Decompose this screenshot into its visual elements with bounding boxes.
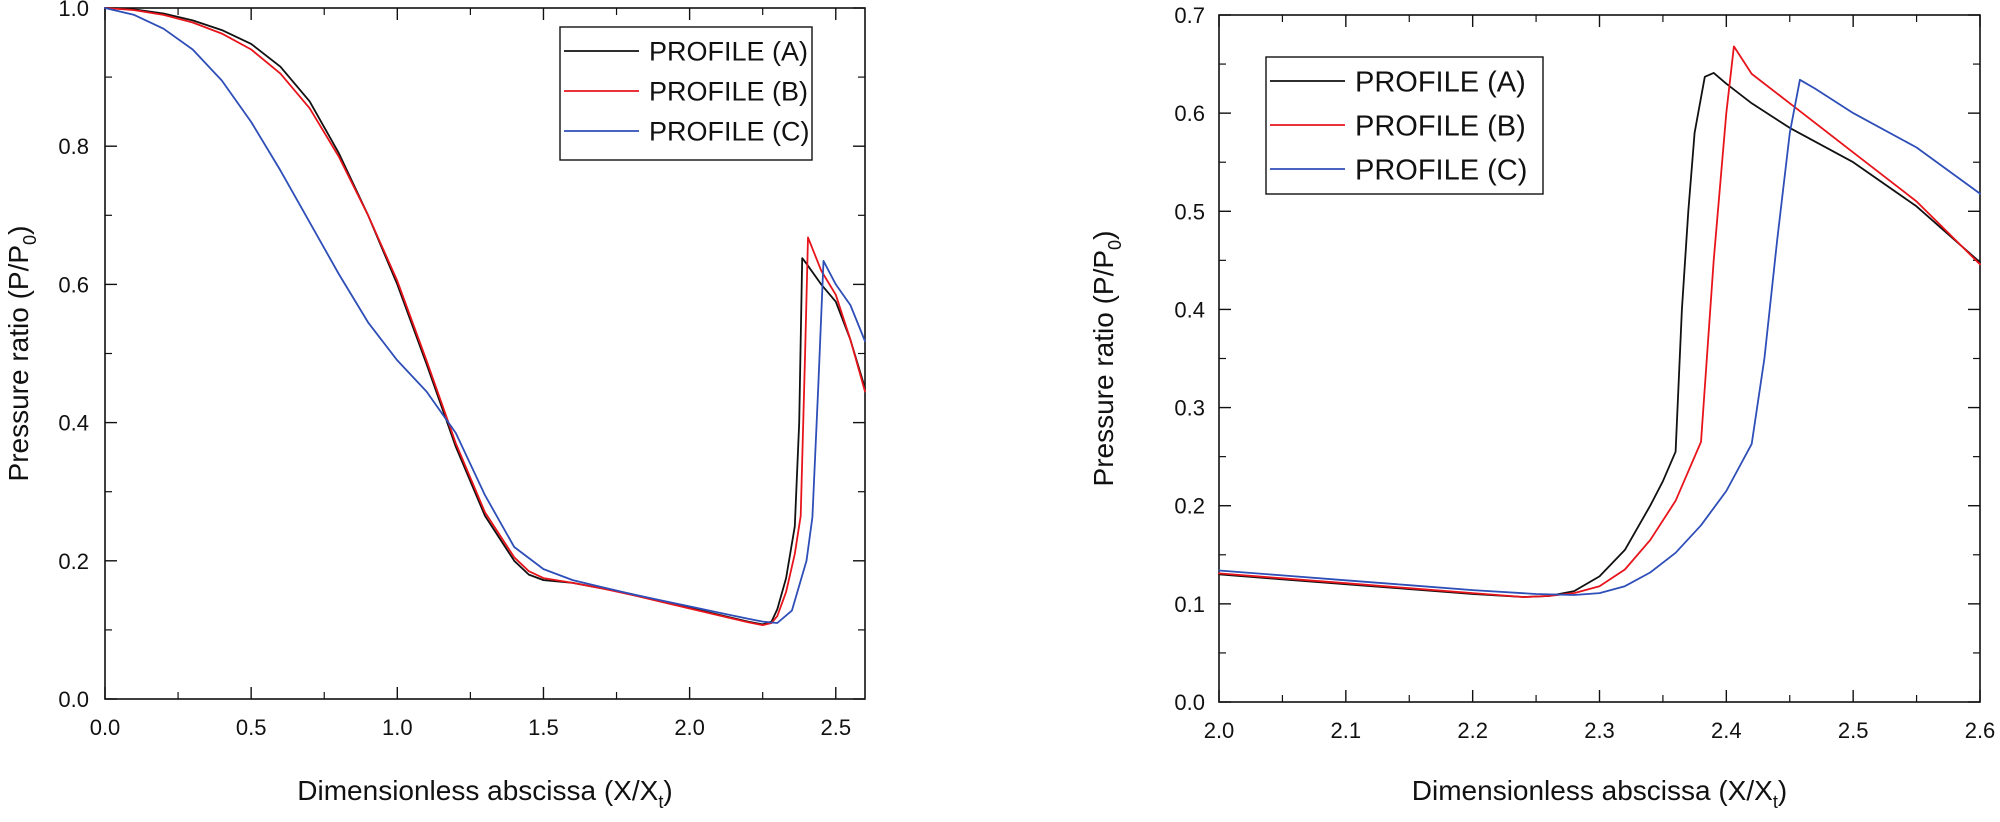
y-axis-label: Pressure ratio (P/P0) [1088,231,1125,487]
x-tick-label: 0.0 [90,715,121,740]
y-tick-label: 0.6 [58,272,89,297]
y-axis-label: Pressure ratio (P/P0) [3,226,40,482]
x-tick-label: 2.6 [1965,718,1996,743]
y-tick-label: 0.0 [1174,690,1205,715]
legend-box [1265,56,1544,195]
x-tick-label: 2.2 [1457,718,1488,743]
x-tick-label: 2.4 [1711,718,1742,743]
y-tick-label: 0.2 [58,549,89,574]
y-tick-label: 0.3 [1174,396,1205,421]
x-axis-label: Dimensionless abscissa (X/Xt) [297,775,672,812]
x-tick-label: 2.0 [674,715,705,740]
series-line-profile-b [1218,45,1981,598]
legend-label: PROFILE (A) [649,37,808,67]
x-tick-label: 2.5 [1838,718,1869,743]
chart-left: 0.0 0.5 1.0 1.5 2.0 2.5 0.0 0.2 0.4 0.6 0.8 1.0 PROF… [3,0,866,812]
y-tick-label: 0.5 [1174,199,1205,224]
series-line-profile-c [1218,78,1981,596]
y-tick-label: 0.1 [1174,592,1205,617]
series-line-profile-c [104,7,866,624]
y-tick-label: 0.0 [58,687,89,712]
series-line-profile-b [104,7,866,626]
legend-label: PROFILE (C) [649,117,810,147]
y-tick-label: 0.7 [1174,3,1205,28]
y-tick-label: 0.8 [58,134,89,159]
legend-label: PROFILE (B) [1355,110,1526,142]
y-tick-label: 0.4 [58,411,89,436]
x-tick-label: 2.3 [1584,718,1615,743]
x-tick-label: 2.0 [1204,718,1235,743]
legend-box [559,26,813,161]
x-tick-label: 2.5 [820,715,851,740]
legend: PROFILE (A) PROFILE (B) PROFILE (C) [559,26,813,161]
legend-label: PROFILE (C) [1355,154,1527,186]
y-tick-label: 0.4 [1174,297,1205,322]
y-tick-label: 0.6 [1174,101,1205,126]
legend: PROFILE (A) PROFILE (B) PROFILE (C) [1265,56,1544,195]
x-tick-label: 1.5 [528,715,559,740]
chart-right: 2.0 2.1 2.2 2.3 2.4 2.5 2.6 0.0 0.1 0.2 0.3 0.4 0.5 0… [1088,3,1995,812]
x-tick-label: 2.1 [1331,718,1362,743]
y-tick-label: 1.0 [58,0,89,21]
y-tick-label: 0.2 [1174,494,1205,519]
x-axis-label: Dimensionless abscissa (X/Xt) [1412,775,1787,812]
legend-label: PROFILE (B) [649,77,808,107]
x-tick-label: 1.0 [382,715,413,740]
x-tick-label: 0.5 [236,715,267,740]
legend-label: PROFILE (A) [1355,66,1526,98]
